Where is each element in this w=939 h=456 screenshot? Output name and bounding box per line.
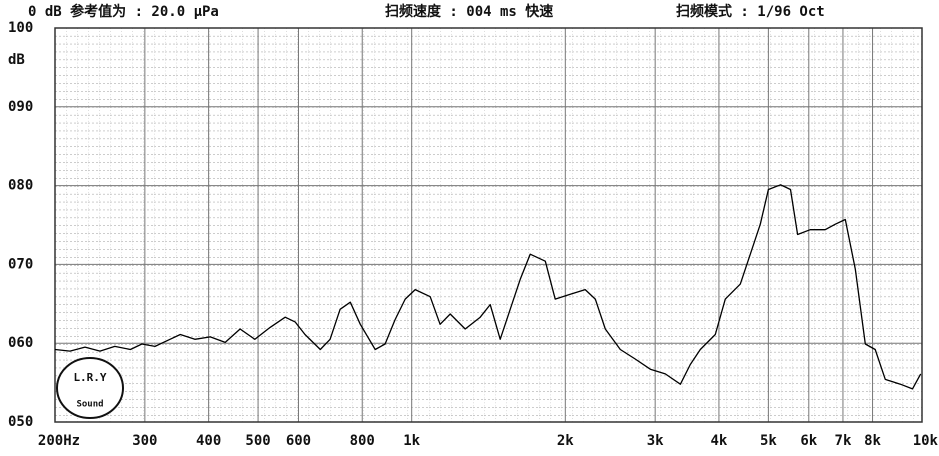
y-tick-label: 060 — [8, 335, 33, 351]
y-axis-label: dB — [8, 52, 25, 68]
logo-top: L.R.Y — [73, 371, 106, 384]
x-tick-label: 5k — [760, 433, 777, 449]
x-tick-label: 500 — [245, 433, 270, 449]
x-tick-label: 3k — [647, 433, 664, 449]
y-tick-label: 050 — [8, 414, 33, 430]
x-tick-label: 200Hz — [38, 433, 80, 449]
x-tick-label: 400 — [196, 433, 221, 449]
logo-ring — [56, 357, 124, 419]
x-tick-label: 6k — [800, 433, 817, 449]
x-tick-label: 4k — [710, 433, 727, 449]
x-tick-label: 10k — [913, 433, 939, 449]
x-tick-label: 1k — [403, 433, 420, 449]
minor-grid — [55, 28, 922, 422]
x-tick-label: 600 — [286, 433, 311, 449]
header-sweep-speed: 扫频速度 : 004 ms 快速 — [385, 3, 553, 20]
y-tick-label: 080 — [8, 178, 33, 194]
header: 0 dB 参考值为 : 20.0 μPa 扫频速度 : 004 ms 快速 扫频… — [28, 3, 825, 20]
x-tick-label: 8k — [864, 433, 881, 449]
plot-frame — [54, 27, 923, 423]
logo-bottom: Sound — [76, 400, 103, 410]
header-sweep-mode: 扫频模式 : 1/96 Oct — [676, 3, 825, 20]
header-reference: 0 dB 参考值为 : 20.0 μPa — [28, 3, 219, 20]
x-tick-label: 7k — [835, 433, 852, 449]
logo: L.R.Y Sound — [56, 357, 124, 419]
x-tick-label: 2k — [557, 433, 574, 449]
x-tick-label: 800 — [350, 433, 375, 449]
y-tick-label: 070 — [8, 256, 33, 272]
response-line — [54, 184, 922, 390]
y-tick-label: 100 — [8, 20, 33, 36]
y-tick-label: 090 — [8, 99, 33, 115]
x-tick-label: 300 — [132, 433, 157, 449]
